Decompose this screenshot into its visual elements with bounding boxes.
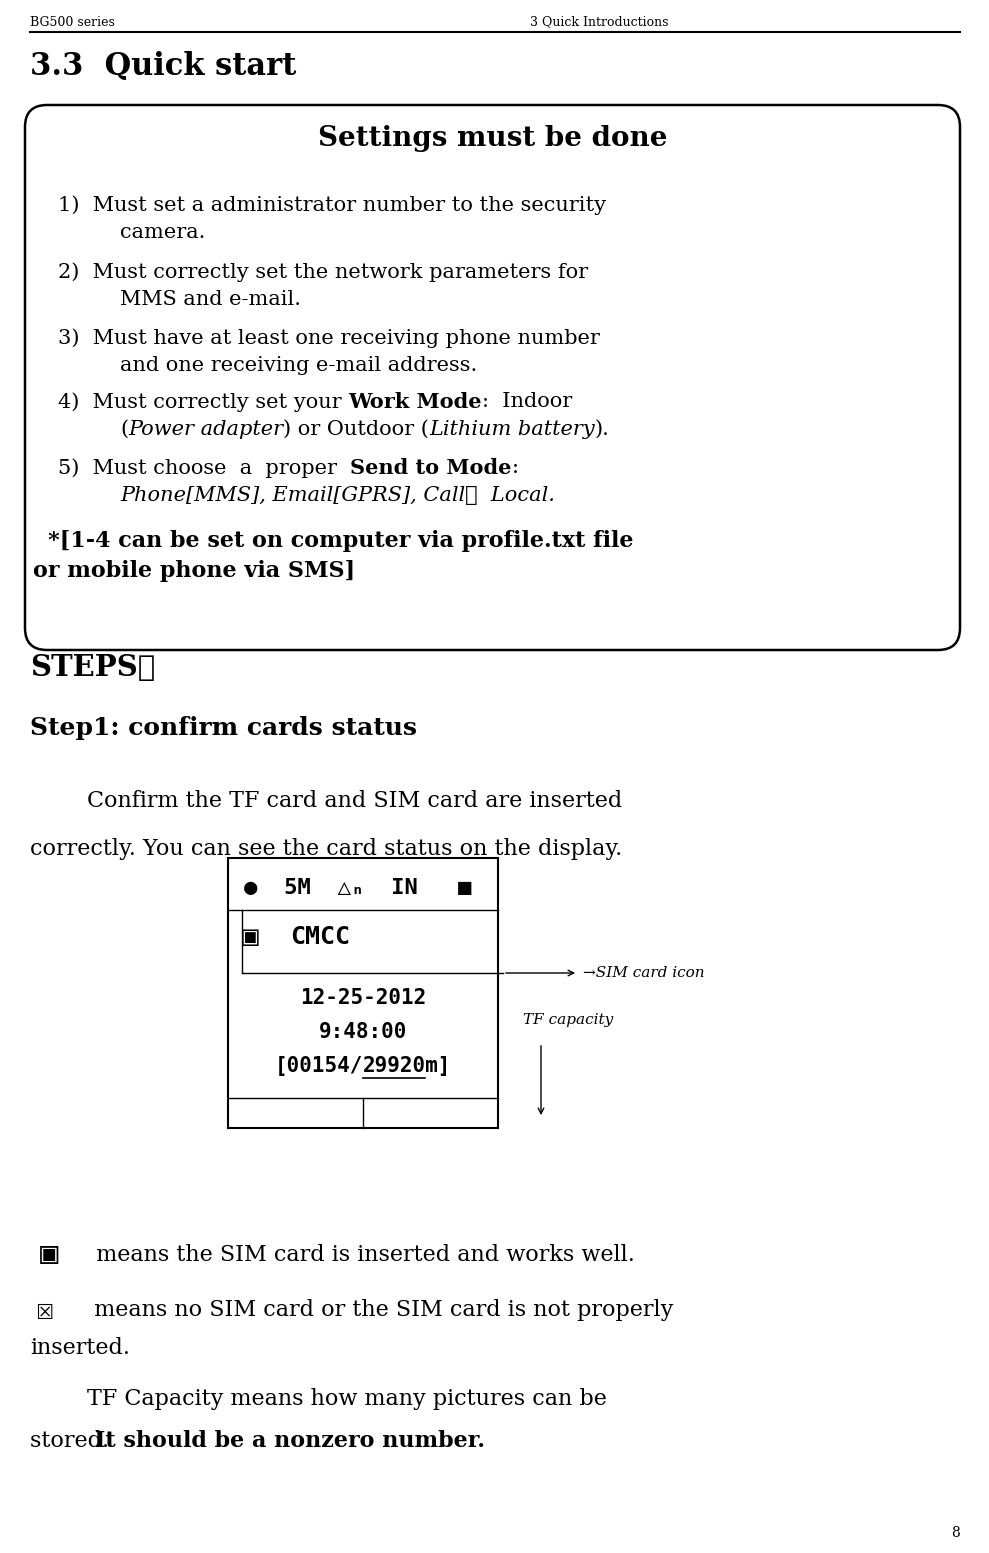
- Text: ●  5M  △ₙ  IN   ■: ● 5M △ₙ IN ■: [244, 877, 472, 898]
- Text: 3)  Must have at least one receiving phone number: 3) Must have at least one receiving phon…: [58, 328, 600, 348]
- Text: :: :: [511, 458, 518, 477]
- Text: inserted.: inserted.: [30, 1337, 130, 1359]
- Text: 2)  Must correctly set the network parameters for: 2) Must correctly set the network parame…: [58, 262, 588, 281]
- Text: 12-25-2012: 12-25-2012: [300, 988, 426, 1008]
- Text: 3 Quick Introductions: 3 Quick Introductions: [530, 16, 669, 28]
- Text: ) or Outdoor (: ) or Outdoor (: [283, 419, 429, 439]
- Text: :  Indoor: : Indoor: [482, 391, 572, 412]
- Text: Phone[MMS], Email[GPRS], Call，  Local.: Phone[MMS], Email[GPRS], Call， Local.: [120, 486, 555, 505]
- Text: Lithium battery: Lithium battery: [429, 419, 594, 439]
- Text: 9:48:00: 9:48:00: [318, 1022, 407, 1042]
- Text: 1)  Must set a administrator number to the security: 1) Must set a administrator number to th…: [58, 196, 606, 214]
- Text: 4)  Must correctly set your: 4) Must correctly set your: [58, 391, 348, 412]
- Text: STEPS：: STEPS：: [30, 652, 155, 682]
- Text: *[1-4 can be set on computer via profile.txt file: *[1-4 can be set on computer via profile…: [48, 530, 634, 551]
- Text: MMS and e‑mail.: MMS and e‑mail.: [120, 290, 301, 309]
- Text: TF capacity: TF capacity: [523, 1013, 613, 1027]
- Text: ▣: ▣: [40, 1241, 58, 1269]
- Text: Power adapter: Power adapter: [129, 419, 283, 439]
- Text: ).: ).: [594, 419, 609, 439]
- Text: It should be a nonzero number.: It should be a nonzero number.: [95, 1430, 485, 1452]
- Text: CMCC: CMCC: [290, 926, 350, 949]
- Text: ☒: ☒: [35, 1295, 53, 1325]
- Text: Work Mode: Work Mode: [348, 391, 482, 412]
- Text: 3.3  Quick start: 3.3 Quick start: [30, 51, 297, 82]
- Text: 29920m]: 29920m]: [363, 1056, 451, 1076]
- FancyBboxPatch shape: [25, 106, 960, 651]
- Text: Confirm the TF card and SIM card are inserted: Confirm the TF card and SIM card are ins…: [30, 790, 622, 812]
- Text: 5)  Must choose  a  proper: 5) Must choose a proper: [58, 458, 350, 478]
- Text: ▣: ▣: [242, 922, 259, 950]
- Text: stored.: stored.: [30, 1430, 117, 1452]
- Text: BG500 series: BG500 series: [30, 16, 115, 28]
- Text: and one receiving e‑mail address.: and one receiving e‑mail address.: [120, 356, 478, 374]
- Text: camera.: camera.: [120, 224, 206, 242]
- Text: 8: 8: [951, 1527, 960, 1541]
- Text: or mobile phone via SMS]: or mobile phone via SMS]: [33, 561, 355, 582]
- Text: means no SIM card or the SIM card is not properly: means no SIM card or the SIM card is not…: [80, 1298, 674, 1322]
- Text: [00154/: [00154/: [275, 1056, 363, 1076]
- Text: (: (: [120, 419, 129, 439]
- Text: TF Capacity means how many pictures can be: TF Capacity means how many pictures can …: [30, 1388, 607, 1410]
- Bar: [228, 857, 498, 1127]
- Text: Settings must be done: Settings must be done: [317, 124, 668, 152]
- Text: Step1: confirm cards status: Step1: confirm cards status: [30, 716, 417, 739]
- Text: correctly. You can see the card status on the display.: correctly. You can see the card status o…: [30, 839, 622, 860]
- Text: means the SIM card is inserted and works well.: means the SIM card is inserted and works…: [82, 1244, 635, 1266]
- Text: →SIM card icon: →SIM card icon: [583, 966, 704, 980]
- Text: Send to Mode: Send to Mode: [350, 458, 511, 478]
